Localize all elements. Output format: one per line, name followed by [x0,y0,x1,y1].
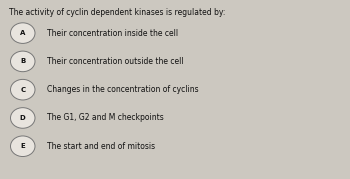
Text: A: A [20,30,26,36]
Text: The G1, G2 and M checkpoints: The G1, G2 and M checkpoints [47,113,164,122]
Text: The activity of cyclin dependent kinases is regulated by:: The activity of cyclin dependent kinases… [9,8,225,17]
Text: Their concentration outside the cell: Their concentration outside the cell [47,57,184,66]
Ellipse shape [10,108,35,128]
Ellipse shape [10,136,35,156]
Text: The start and end of mitosis: The start and end of mitosis [47,142,155,151]
Ellipse shape [10,23,35,43]
Ellipse shape [10,51,35,72]
Text: Changes in the concentration of cyclins: Changes in the concentration of cyclins [47,85,199,94]
Text: C: C [20,87,25,93]
Text: D: D [20,115,26,121]
Text: Their concentration inside the cell: Their concentration inside the cell [47,29,178,38]
Ellipse shape [10,79,35,100]
Text: B: B [20,58,25,64]
Text: E: E [20,143,25,149]
